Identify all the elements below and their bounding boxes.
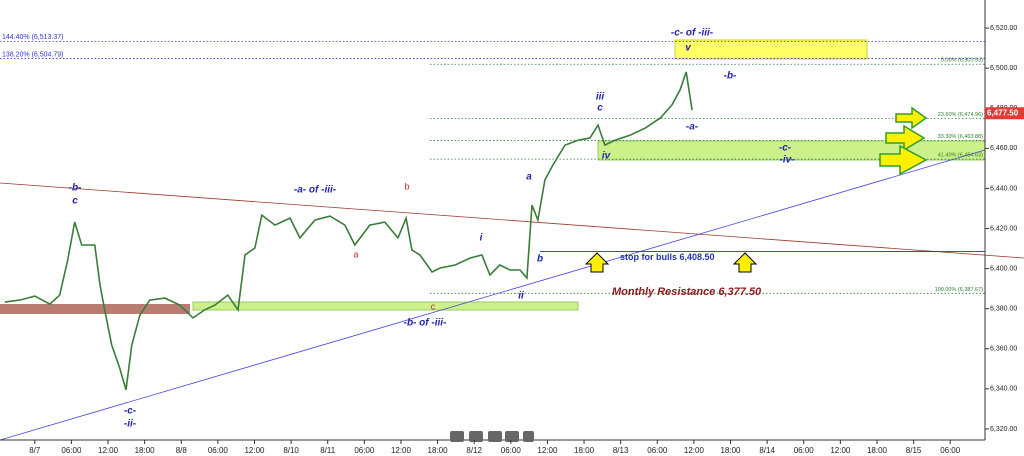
resistance-label: Monthly Resistance 6,377.50 bbox=[612, 286, 762, 298]
y-tick-label: 6,400.00 bbox=[990, 265, 1017, 272]
wave-label: a bbox=[526, 172, 532, 183]
toolbar bbox=[450, 431, 534, 442]
x-tick-label: 06:00 bbox=[501, 446, 522, 455]
wave-label: iv bbox=[602, 151, 612, 162]
x-tick-label: 18:00 bbox=[574, 446, 595, 455]
target-zone bbox=[674, 39, 868, 60]
x-tick-label: 8/13 bbox=[613, 446, 629, 455]
price-line bbox=[4, 71, 693, 391]
fib-label: 144.40% (6,513.37) bbox=[2, 34, 64, 41]
x-tick-label: 06:00 bbox=[354, 446, 375, 455]
toolbar-button[interactable] bbox=[469, 431, 483, 442]
wave-label: v bbox=[685, 43, 692, 54]
y-tick-label: 6,500.00 bbox=[990, 65, 1017, 72]
x-tick-label: 8/11 bbox=[320, 446, 336, 455]
x-tick-label: 18:00 bbox=[867, 446, 888, 455]
toolbar-button[interactable] bbox=[505, 431, 519, 442]
y-tick-label: 6,520.00 bbox=[990, 25, 1017, 32]
price-tag bbox=[985, 107, 1024, 120]
x-tick-label: 8/8 bbox=[176, 446, 188, 455]
wave-label: b bbox=[404, 181, 409, 191]
wave-label: i bbox=[480, 233, 483, 244]
trend-line bbox=[0, 149, 986, 441]
x-tick-label: 18:00 bbox=[428, 446, 449, 455]
toolbar-button[interactable] bbox=[523, 431, 534, 442]
wave-label: -ii- bbox=[124, 419, 137, 430]
price-tag-label: 6,477.50 bbox=[987, 108, 1019, 117]
wave-label: b bbox=[537, 254, 543, 265]
fib-label: 0.00% (6,501.93) bbox=[941, 58, 983, 64]
x-tick-label: 8/12 bbox=[466, 446, 482, 455]
wave-label: -c- of -iii- bbox=[671, 28, 714, 39]
x-tick-label: 12:00 bbox=[537, 446, 558, 455]
wave-label: c bbox=[431, 301, 436, 311]
x-tick-label: 06:00 bbox=[940, 446, 961, 455]
y-tick-label: 6,380.00 bbox=[990, 306, 1017, 313]
x-tick-label: 8/7 bbox=[29, 446, 41, 455]
wave-label: a bbox=[353, 249, 358, 259]
wave-label: ii bbox=[518, 291, 524, 302]
y-tick-label: 6,420.00 bbox=[990, 225, 1017, 232]
wave-label: -c- bbox=[124, 406, 137, 417]
wave-label: c bbox=[72, 196, 78, 207]
y-tick-label: 6,320.00 bbox=[990, 426, 1017, 433]
wave-label: -a- of -iii- bbox=[294, 185, 337, 196]
x-tick-label: 06:00 bbox=[647, 446, 668, 455]
support-zone bbox=[192, 301, 579, 311]
wave-label: -b- bbox=[69, 183, 82, 194]
x-tick-label: 12:00 bbox=[391, 446, 412, 455]
x-tick-label: 12:00 bbox=[98, 446, 119, 455]
toolbar-button[interactable] bbox=[450, 431, 464, 442]
fib-label: 138.20% (6,504.79) bbox=[2, 51, 64, 58]
arrow-up bbox=[584, 252, 610, 273]
x-tick-label: 8/15 bbox=[906, 446, 922, 455]
wave-label: iii bbox=[596, 92, 605, 103]
wave-label: c bbox=[597, 103, 603, 114]
y-tick-label: 6,440.00 bbox=[990, 185, 1017, 192]
x-tick-label: 8/14 bbox=[759, 446, 775, 455]
wave-label: -b- of -iii- bbox=[404, 318, 447, 329]
x-tick-label: 18:00 bbox=[135, 446, 156, 455]
arrow-right bbox=[895, 106, 928, 130]
wave-label: -b- bbox=[724, 71, 737, 82]
wave-label: -c- bbox=[779, 143, 792, 154]
arrow-right bbox=[879, 144, 928, 176]
x-tick-label: 06:00 bbox=[794, 446, 815, 455]
y-tick-label: 6,340.00 bbox=[990, 386, 1017, 393]
x-tick-label: 18:00 bbox=[720, 446, 741, 455]
fib-label: 41.40% (6,454.63) bbox=[938, 153, 983, 159]
plot: 144.40% (6,513.37) 138.20% (6,504.79) 0.00… bbox=[0, 34, 985, 391]
fib-label: 100.00% (6,387.67) bbox=[935, 287, 983, 293]
y-tick-label: 6,360.00 bbox=[990, 346, 1017, 353]
toolbar-button[interactable] bbox=[488, 431, 502, 442]
wave-label: -a- bbox=[686, 122, 699, 133]
x-tick-label: 12:00 bbox=[244, 446, 265, 455]
x-tick-label: 06:00 bbox=[208, 446, 229, 455]
y-tick-label: 6,460.00 bbox=[990, 145, 1017, 152]
stop-label: stop for bulls 6,408.50 bbox=[620, 252, 715, 262]
trend-line bbox=[0, 182, 1024, 259]
arrow-right bbox=[885, 124, 926, 152]
wave-label: -iv- bbox=[780, 155, 796, 166]
x-tick-label: 12:00 bbox=[830, 446, 851, 455]
x-tick-label: 06:00 bbox=[61, 446, 82, 455]
fib-label: 23.60% (6,474.96) bbox=[938, 112, 983, 118]
resistance-zone bbox=[0, 304, 190, 314]
arrow-up bbox=[732, 252, 758, 273]
x-tick-label: 12:00 bbox=[684, 446, 705, 455]
x-tick-label: 8/10 bbox=[283, 446, 299, 455]
fib-label: 33.30% (6,463.88) bbox=[938, 134, 983, 140]
